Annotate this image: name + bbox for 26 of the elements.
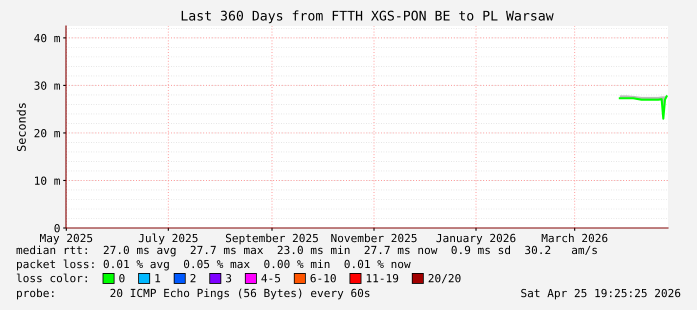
x-tick-label: May 2025 xyxy=(40,234,92,244)
text: probe: 20 ICMP Echo Pings (56 Bytes) every 60s xyxy=(17,288,370,300)
y-tick-label: 30 m xyxy=(34,81,60,90)
legend-label: 20/20 xyxy=(428,274,461,284)
y-tick-label: 0 xyxy=(54,224,60,232)
y-tick-label: 40 m xyxy=(34,34,60,42)
y-tick-label: 10 m xyxy=(35,176,60,185)
legend-label: 1 xyxy=(155,274,160,282)
y-axis-title: Seconds xyxy=(16,103,26,152)
x-tick-label: January 2026 xyxy=(436,234,516,244)
legend-label: 2 xyxy=(190,274,196,282)
text: packet loss: 0.01 % avg 0.05 % max 0.00 % min 0.01 % now xyxy=(17,260,411,270)
legend-label: 0 xyxy=(119,274,125,282)
legend-label: 4-5 xyxy=(261,274,280,282)
text: loss color: xyxy=(16,274,87,282)
x-tick-label: November 2025 xyxy=(331,234,417,242)
x-tick-label: March 2026 xyxy=(542,234,608,242)
text: Sat Apr 25 19:25:25 2026 xyxy=(521,288,680,300)
x-tick-label: July 2025 xyxy=(138,234,198,244)
legend-label: 3 xyxy=(226,274,232,282)
y-tick-label: 20 m xyxy=(34,128,60,138)
text: median rtt: 27.0 ms avg 27.7 ms max 23.0 ms min 27.7 ms now 0.9 ms sd 30.2 am/s xyxy=(16,246,597,256)
x-tick-label: September 2025 xyxy=(226,234,318,244)
legend-label: 6-10 xyxy=(310,274,336,282)
chart-title: Last 360 Days from FTTH XGS-PON BE to PL Warsaw xyxy=(182,10,554,24)
legend-label: 11-19 xyxy=(366,274,398,282)
